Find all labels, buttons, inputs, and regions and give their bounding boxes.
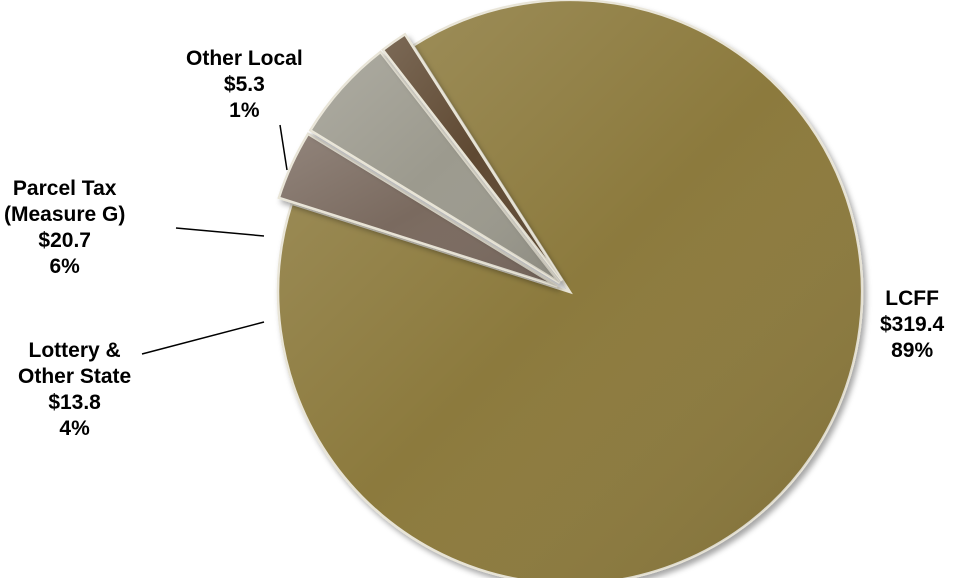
- slice-label-lottery-name-1: Lottery &: [28, 339, 121, 362]
- slice-lottery-highlight: [278, 133, 558, 287]
- slice-label-lcff-amount: $319.4: [880, 313, 945, 336]
- slice-label-parcel-tax-percent: 6%: [49, 255, 80, 278]
- slice-label-lcff-percent: 89%: [891, 339, 934, 362]
- slice-label-other-local-name: Other Local: [186, 47, 303, 70]
- leader-line-lottery: [141, 321, 265, 355]
- slice-label-lottery-name-2: Other State: [18, 365, 132, 388]
- slice-lcff-highlight: [278, 0, 863, 578]
- slice-label-parcel-tax-name-1: Parcel Tax: [12, 177, 117, 200]
- slice-label-lcff: LCFF $319.4 89%: [880, 286, 944, 364]
- slice-label-lottery-percent: 4%: [59, 417, 90, 440]
- slice-label-parcel-tax-name-2: (Measure G): [4, 203, 126, 226]
- leader-line-parcel-tax: [175, 227, 265, 237]
- slice-label-other-local: Other Local $5.3 1%: [186, 46, 303, 124]
- slice-parcel-tax-highlight: [310, 52, 560, 283]
- slice-label-other-local-amount: $5.3: [223, 73, 265, 96]
- slice-label-lcff-name: LCFF: [885, 287, 939, 310]
- slice-label-lottery-amount: $13.8: [48, 391, 101, 414]
- slice-other-local-highlight: [382, 34, 562, 281]
- leader-line-other-local: [279, 124, 288, 171]
- slice-label-parcel-tax: Parcel Tax (Measure G) $20.7 6%: [4, 176, 125, 280]
- slice-label-other-local-percent: 1%: [229, 99, 260, 122]
- slice-label-lottery: Lottery & Other State $13.8 4%: [18, 338, 131, 442]
- slice-label-parcel-tax-amount: $20.7: [38, 229, 91, 252]
